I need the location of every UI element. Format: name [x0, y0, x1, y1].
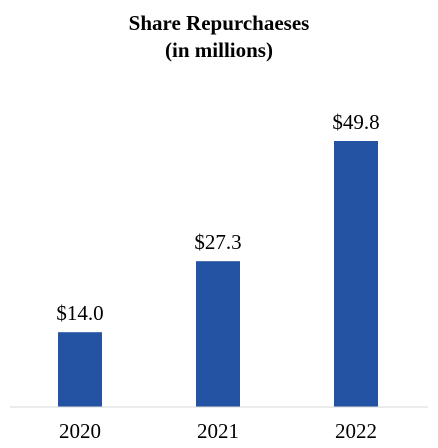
bar-2020 — [58, 332, 102, 407]
data-label-2021: $27.3 — [194, 230, 241, 254]
bars-group — [58, 141, 378, 407]
data-label-2022: $49.8 — [332, 110, 379, 134]
x-tick-label-2022: 2022 — [335, 419, 377, 443]
bar-2022 — [334, 141, 378, 407]
x-tick-label-2021: 2021 — [197, 419, 239, 443]
data-label-2020: $14.0 — [56, 301, 103, 325]
x-tick-label-2020: 2020 — [59, 419, 101, 443]
labels-group: $14.0 2020 $27.3 2021 $49.8 2022 — [56, 110, 379, 443]
bar-2021 — [196, 261, 240, 407]
chart-title: Share Repurchaeses — [129, 11, 310, 35]
chart-subtitle: (in millions) — [165, 38, 273, 62]
